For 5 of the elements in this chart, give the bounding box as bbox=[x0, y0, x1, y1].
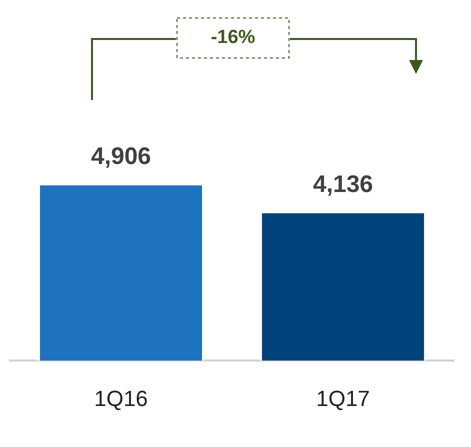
data-label: 4,136 bbox=[312, 170, 374, 198]
data-label: 4,906 bbox=[90, 143, 152, 170]
text: -16% bbox=[210, 27, 256, 48]
x-tick-label: 1Q16 bbox=[94, 386, 148, 411]
x-tick-label: 1Q17 bbox=[316, 386, 370, 411]
